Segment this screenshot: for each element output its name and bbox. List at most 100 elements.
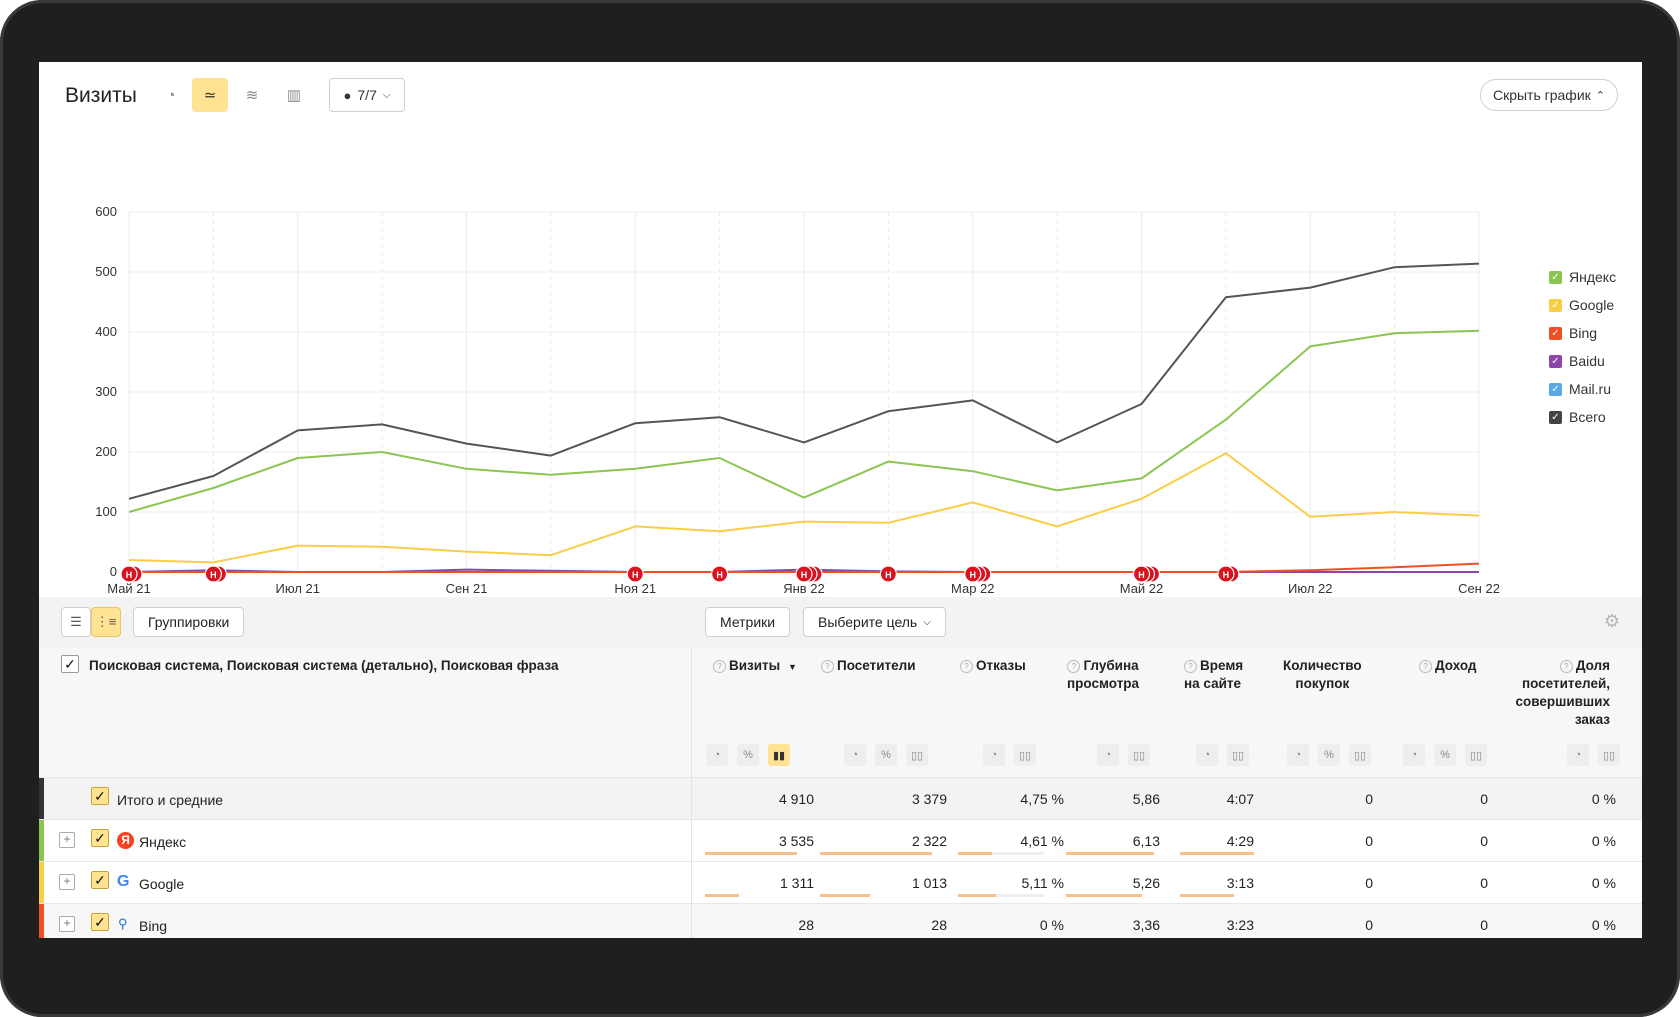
time-header[interactable]: ? Время на сайте	[1184, 657, 1243, 693]
purchases-header[interactable]: Количество покупок	[1283, 657, 1362, 693]
notes-button[interactable]: ● 7/7 ⌵	[329, 78, 405, 112]
revenue-cell: 0	[1480, 791, 1488, 807]
x-tick-label: Май 22	[1120, 581, 1164, 596]
expand-icon[interactable]: +	[59, 832, 75, 848]
legend-checkbox[interactable]: ✓	[1549, 410, 1562, 424]
visits-header[interactable]: ? Визиты ▼	[713, 657, 797, 676]
visitors-cell: 3 379	[911, 791, 947, 807]
legend-item[interactable]: ✓ Mail.ru	[1549, 375, 1616, 403]
select-all-checkbox[interactable]: ✓	[61, 655, 79, 673]
visits-pie-toggle[interactable]: ◔	[706, 744, 728, 766]
bounces-bar-toggle[interactable]: ▯▯	[1014, 744, 1036, 766]
pie-chart-view-button[interactable]: ◔	[153, 78, 189, 112]
row-checkbox[interactable]: ✓	[91, 787, 109, 805]
depth-pie-toggle[interactable]: ◔	[1097, 744, 1119, 766]
legend-checkbox[interactable]: ✓	[1549, 298, 1562, 312]
legend-item[interactable]: ✓ Google	[1549, 291, 1616, 319]
expand-icon[interactable]: +	[59, 874, 75, 890]
visits-cell: 4 910	[778, 791, 814, 807]
groupings-button[interactable]: Группировки	[133, 607, 245, 637]
revenue-bar-toggle[interactable]: ▯▯	[1465, 744, 1487, 766]
series-line-яндекс	[128, 329, 1480, 513]
row-checkbox[interactable]: ✓	[91, 913, 109, 931]
bing-icon: ⚲	[118, 916, 128, 931]
bounces-cell: 4,75 %	[1020, 791, 1064, 807]
help-icon[interactable]: ?	[1184, 660, 1197, 673]
legend-checkbox[interactable]: ✓	[1549, 382, 1562, 396]
area-chart-view-button[interactable]: ≋	[234, 78, 270, 112]
legend-item[interactable]: ✓ Bing	[1549, 319, 1616, 347]
bar-chart-view-button[interactable]: ▥	[276, 78, 312, 112]
visitors-bar-toggle[interactable]: ▯▯	[906, 744, 928, 766]
checkmark-icon: ✓	[94, 871, 106, 888]
visitors-pie-toggle[interactable]: ◔	[844, 744, 866, 766]
bounces-cell: 0 %	[1039, 917, 1064, 933]
table-row[interactable]: + ✓ Я Яндекс 3 535 2 322 4,61 % 6,13 4:2…	[39, 819, 1642, 862]
gear-icon[interactable]: ⚙	[1603, 611, 1620, 631]
legend-item[interactable]: ✓ Всего	[1549, 403, 1616, 431]
legend-item[interactable]: ✓ Яндекс	[1549, 263, 1616, 291]
purchases-bar-toggle[interactable]: ▯▯	[1349, 744, 1371, 766]
note-marker-label: Н	[210, 570, 217, 580]
visitors-cell: 2 322	[911, 833, 947, 849]
row-checkbox[interactable]: ✓	[91, 871, 109, 889]
table-header: ✓ Поисковая система, Поисковая система (…	[39, 647, 1642, 777]
checkmark-icon: ✓	[64, 655, 76, 672]
flat-list-view-button[interactable]: ☰	[61, 607, 91, 637]
purchases-percent-toggle[interactable]: %	[1318, 744, 1340, 766]
legend-checkbox[interactable]: ✓	[1549, 326, 1562, 340]
metrics-button[interactable]: Метрики	[705, 607, 791, 637]
note-marker-label: Н	[632, 570, 639, 580]
bounces-pie-toggle[interactable]: ◔	[983, 744, 1005, 766]
visits-percent-toggle[interactable]: %	[737, 744, 759, 766]
purchases-pie-toggle[interactable]: ◔	[1287, 744, 1309, 766]
visits-share-bar	[705, 852, 797, 855]
revenue-pie-toggle[interactable]: ◔	[1403, 744, 1425, 766]
column-divider	[691, 647, 692, 938]
help-icon[interactable]: ?	[960, 660, 973, 673]
revenue-percent-toggle[interactable]: %	[1434, 744, 1456, 766]
visits-bar-toggle[interactable]: ▮▮	[768, 744, 790, 766]
depth-header[interactable]: ? Глубина просмотра	[1067, 657, 1139, 693]
table-row[interactable]: + ✓ ⚲ Bing 28 28 0 % 3,36 3:23 0 0 0 %	[39, 903, 1642, 938]
help-icon[interactable]: ?	[821, 660, 834, 673]
share-header-line1: Доля	[1575, 658, 1610, 673]
share-pie-toggle[interactable]: ◔	[1567, 744, 1589, 766]
note-marker	[204, 565, 222, 583]
tree-view-button[interactable]: ⋮≡	[91, 607, 121, 637]
line-chart-view-button[interactable]: ≃	[192, 78, 228, 112]
depth-bar-toggle[interactable]: ▯▯	[1128, 744, 1150, 766]
time-bar-toggle[interactable]: ▯▯	[1227, 744, 1249, 766]
note-marker-label: Н	[1223, 570, 1230, 580]
row-checkbox[interactable]: ✓	[91, 829, 109, 847]
depth-header-line1: Глубина	[1083, 658, 1139, 673]
legend-item[interactable]: ✓ Baidu	[1549, 347, 1616, 375]
bar-chart-icon: ▯▯	[1018, 749, 1032, 762]
row-label: Яндекс	[139, 834, 187, 850]
note-marker-label: Н	[801, 570, 808, 580]
expand-icon[interactable]: +	[59, 916, 75, 932]
depth-cell: 5,86	[1132, 791, 1160, 807]
hide-chart-button[interactable]: Скрыть график ⌃	[1479, 79, 1618, 111]
legend-checkbox[interactable]: ✓	[1549, 354, 1562, 368]
visits-line-chart[interactable]: 0 100 200 300 400 500 600 Май 21 Июл 21 Сен 21 Ноя…	[39, 132, 1519, 602]
visitors-percent-toggle[interactable]: %	[875, 744, 897, 766]
help-icon[interactable]: ?	[713, 660, 726, 673]
legend-checkbox[interactable]: ✓	[1549, 270, 1562, 284]
help-icon[interactable]: ?	[1419, 660, 1432, 673]
chart-header: Визиты ◔ ≃ ≋ ▥ ● 7/7 ⌵ Скрыть график ⌃	[39, 62, 1642, 136]
time-pie-toggle[interactable]: ◔	[1196, 744, 1218, 766]
help-icon[interactable]: ?	[1559, 660, 1573, 673]
y-tick-label: 400	[95, 324, 117, 339]
revenue-header[interactable]: ? Доход	[1419, 657, 1477, 675]
time-header-line1: Время	[1200, 658, 1244, 673]
table-row[interactable]: + ✓ G Google 1 311 1 013 5,11 % 5,26 3:1…	[39, 861, 1642, 904]
help-icon[interactable]: ?	[1067, 660, 1081, 673]
pie-chart-icon: ◔	[851, 749, 859, 761]
select-goal-dropdown[interactable]: Выберите цель ⌵	[803, 607, 946, 637]
visitors-header[interactable]: ? Посетители	[821, 657, 916, 675]
bounces-header[interactable]: ? Отказы	[960, 657, 1026, 675]
share-bar-toggle[interactable]: ▯▯	[1598, 744, 1620, 766]
chevron-down-icon: ⌵	[923, 616, 931, 628]
order-share-header[interactable]: ? Доля посетителей, совершивших заказ	[1507, 657, 1610, 729]
